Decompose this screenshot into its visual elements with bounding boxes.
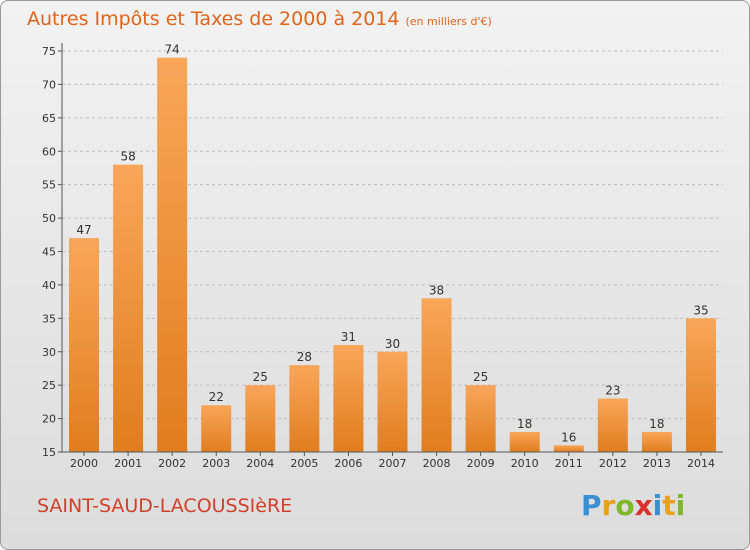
bar-value-label: 18 xyxy=(517,417,532,431)
chart-title-text: Autres Impôts et Taxes de 2000 à 2014 xyxy=(27,8,400,30)
bar-value-label: 28 xyxy=(297,350,312,364)
chart-title: Autres Impôts et Taxes de 2000 à 2014 (en… xyxy=(27,8,492,30)
y-tick-label: 20 xyxy=(42,413,56,426)
proxiti-logo[interactable]: Proxiti xyxy=(581,489,685,522)
bar-2011[interactable] xyxy=(553,445,584,452)
logo-letter: t xyxy=(662,489,676,522)
bar-2005[interactable] xyxy=(289,365,320,452)
bar-value-label: 16 xyxy=(561,430,576,444)
bar-value-label: 35 xyxy=(693,303,708,317)
y-tick-label: 65 xyxy=(42,112,56,125)
y-tick-label: 45 xyxy=(42,246,56,259)
x-tick-label: 2001 xyxy=(114,457,142,470)
y-tick-label: 70 xyxy=(42,78,56,91)
y-tick-label: 75 xyxy=(42,45,56,58)
bar-2009[interactable] xyxy=(465,385,496,452)
bar-value-label: 30 xyxy=(385,337,400,351)
bar-value-label: 25 xyxy=(253,370,268,384)
x-tick-label: 2013 xyxy=(643,457,671,470)
bar-value-label: 38 xyxy=(429,283,444,297)
bar-2007[interactable] xyxy=(377,351,408,452)
bar-2014[interactable] xyxy=(685,318,716,452)
x-tick-label: 2006 xyxy=(334,457,362,470)
logo-letter: x xyxy=(634,489,653,522)
bar-2006[interactable] xyxy=(333,345,364,452)
y-tick-label: 60 xyxy=(42,145,56,158)
bar-2008[interactable] xyxy=(421,298,452,452)
logo-letter: i xyxy=(652,489,663,522)
logo-letter: P xyxy=(581,489,602,522)
y-tick-label: 40 xyxy=(42,279,56,292)
logo-letter: i xyxy=(675,489,686,522)
x-tick-label: 2002 xyxy=(158,457,186,470)
bar-value-label: 74 xyxy=(165,43,180,57)
y-tick-label: 30 xyxy=(42,346,56,359)
bar-2003[interactable] xyxy=(201,405,232,452)
x-tick-label: 2004 xyxy=(246,457,274,470)
bar-2004[interactable] xyxy=(245,385,276,452)
x-tick-label: 2010 xyxy=(511,457,539,470)
bar-value-label: 25 xyxy=(473,370,488,384)
x-tick-label: 2009 xyxy=(467,457,495,470)
x-tick-label: 2008 xyxy=(423,457,451,470)
bar-2012[interactable] xyxy=(597,398,628,452)
y-tick-label: 55 xyxy=(42,179,56,192)
logo-letter: o xyxy=(615,489,635,522)
x-tick-label: 2005 xyxy=(290,457,318,470)
bar-value-label: 47 xyxy=(76,223,91,237)
x-tick-label: 2012 xyxy=(599,457,627,470)
y-tick-label: 35 xyxy=(42,312,56,325)
bar-value-label: 31 xyxy=(341,330,356,344)
logo-letter: r xyxy=(601,489,616,522)
y-tick-label: 50 xyxy=(42,212,56,225)
commune-name: SAINT-SAUD-LACOUSSIèRE xyxy=(37,495,293,517)
x-tick-label: 2003 xyxy=(202,457,230,470)
x-tick-label: 2014 xyxy=(687,457,715,470)
chart-subtitle: (en milliers d'€) xyxy=(405,15,492,28)
bar-value-label: 58 xyxy=(120,150,135,164)
x-tick-label: 2000 xyxy=(70,457,98,470)
bar-value-label: 23 xyxy=(605,384,620,398)
y-tick-label: 15 xyxy=(42,446,56,459)
x-tick-label: 2007 xyxy=(379,457,407,470)
bar-2002[interactable] xyxy=(157,57,188,452)
bar-value-label: 22 xyxy=(209,390,224,404)
bar-2010[interactable] xyxy=(509,431,540,452)
bar-2013[interactable] xyxy=(641,431,672,452)
bar-2001[interactable] xyxy=(113,164,144,452)
x-tick-label: 2011 xyxy=(555,457,583,470)
y-tick-label: 25 xyxy=(42,379,56,392)
bar-value-label: 18 xyxy=(649,417,664,431)
bar-2000[interactable] xyxy=(69,238,100,452)
